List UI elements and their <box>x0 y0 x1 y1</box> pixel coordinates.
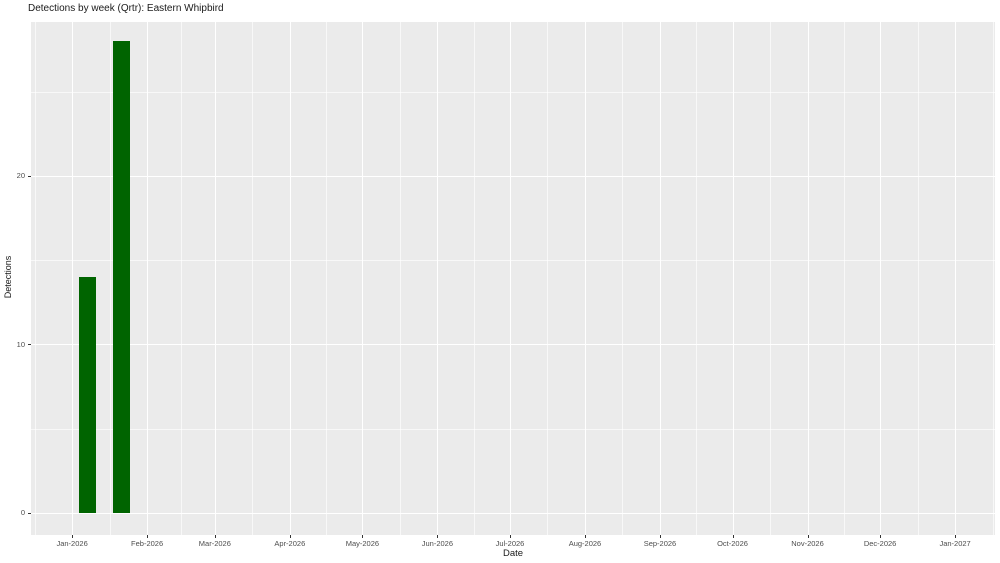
x-tick-mark <box>955 535 957 538</box>
x-minor-gridline <box>770 22 772 535</box>
x-tick-mark <box>362 535 364 538</box>
x-minor-gridline <box>992 22 994 535</box>
x-major-gridline <box>437 22 439 535</box>
x-major-gridline <box>289 22 291 535</box>
x-major-gridline <box>362 22 364 535</box>
x-minor-gridline <box>252 22 254 535</box>
y-tick-mark <box>28 344 31 346</box>
y-major-gridline <box>31 344 995 346</box>
x-tick-label: Sep-2026 <box>643 539 677 548</box>
x-minor-gridline <box>109 22 111 535</box>
x-major-gridline <box>509 22 511 535</box>
y-minor-gridline <box>31 91 995 93</box>
x-tick-mark <box>437 535 439 538</box>
x-axis-title: Date <box>502 548 524 559</box>
y-tick-label: 20 <box>16 171 25 181</box>
y-tick-mark <box>28 175 31 177</box>
x-minor-gridline <box>399 22 401 535</box>
x-major-gridline <box>807 22 809 535</box>
detections-bar <box>113 41 131 513</box>
x-major-gridline <box>214 22 216 535</box>
y-major-gridline <box>31 512 995 514</box>
x-tick-mark <box>509 535 511 538</box>
x-tick-label: Aug-2026 <box>568 539 602 548</box>
x-tick-mark <box>659 535 661 538</box>
x-minor-gridline <box>547 22 549 535</box>
x-tick-mark <box>732 535 734 538</box>
y-minor-gridline <box>31 428 995 430</box>
y-major-gridline <box>31 175 995 177</box>
x-tick-mark <box>807 535 809 538</box>
x-minor-gridline <box>696 22 698 535</box>
x-major-gridline <box>732 22 734 535</box>
x-minor-gridline <box>843 22 845 535</box>
x-major-gridline <box>147 22 149 535</box>
x-tick-label: Oct-2026 <box>717 539 748 548</box>
y-tick-label: 10 <box>16 339 25 349</box>
x-tick-label: Dec-2026 <box>863 539 897 548</box>
x-major-gridline <box>659 22 661 535</box>
y-tick-mark <box>28 512 31 514</box>
x-major-gridline <box>584 22 586 535</box>
x-tick-mark <box>584 535 586 538</box>
x-major-gridline <box>955 22 957 535</box>
y-tick-label: 0 <box>20 508 25 518</box>
x-tick-label: Nov-2026 <box>791 539 824 548</box>
x-tick-label: Jun-2026 <box>421 539 454 548</box>
x-minor-gridline <box>473 22 475 535</box>
chart-title: Detections by week (Qrtr): Eastern Whipb… <box>28 3 224 14</box>
plot-panel <box>31 22 995 535</box>
x-tick-label: Feb-2026 <box>131 539 164 548</box>
y-axis-title: Detections <box>3 255 13 299</box>
y-minor-gridline <box>31 260 995 262</box>
x-minor-gridline <box>326 22 328 535</box>
x-tick-mark <box>214 535 216 538</box>
x-minor-gridline <box>180 22 182 535</box>
x-major-gridline <box>880 22 882 535</box>
x-tick-label: Jul-2026 <box>495 539 525 548</box>
x-tick-label: Jan-2026 <box>56 539 88 548</box>
x-minor-gridline <box>917 22 919 535</box>
x-tick-label: Apr-2026 <box>274 539 306 548</box>
detections-bar <box>79 277 97 513</box>
x-minor-gridline <box>34 22 36 535</box>
x-tick-mark <box>147 535 149 538</box>
x-tick-label: May-2026 <box>345 539 380 548</box>
x-tick-label: Mar-2026 <box>198 539 231 548</box>
x-minor-gridline <box>622 22 624 535</box>
x-tick-mark <box>72 535 74 538</box>
x-major-gridline <box>72 22 74 535</box>
x-tick-mark <box>289 535 291 538</box>
x-tick-mark <box>880 535 882 538</box>
x-tick-label: Jan-2027 <box>939 539 971 548</box>
